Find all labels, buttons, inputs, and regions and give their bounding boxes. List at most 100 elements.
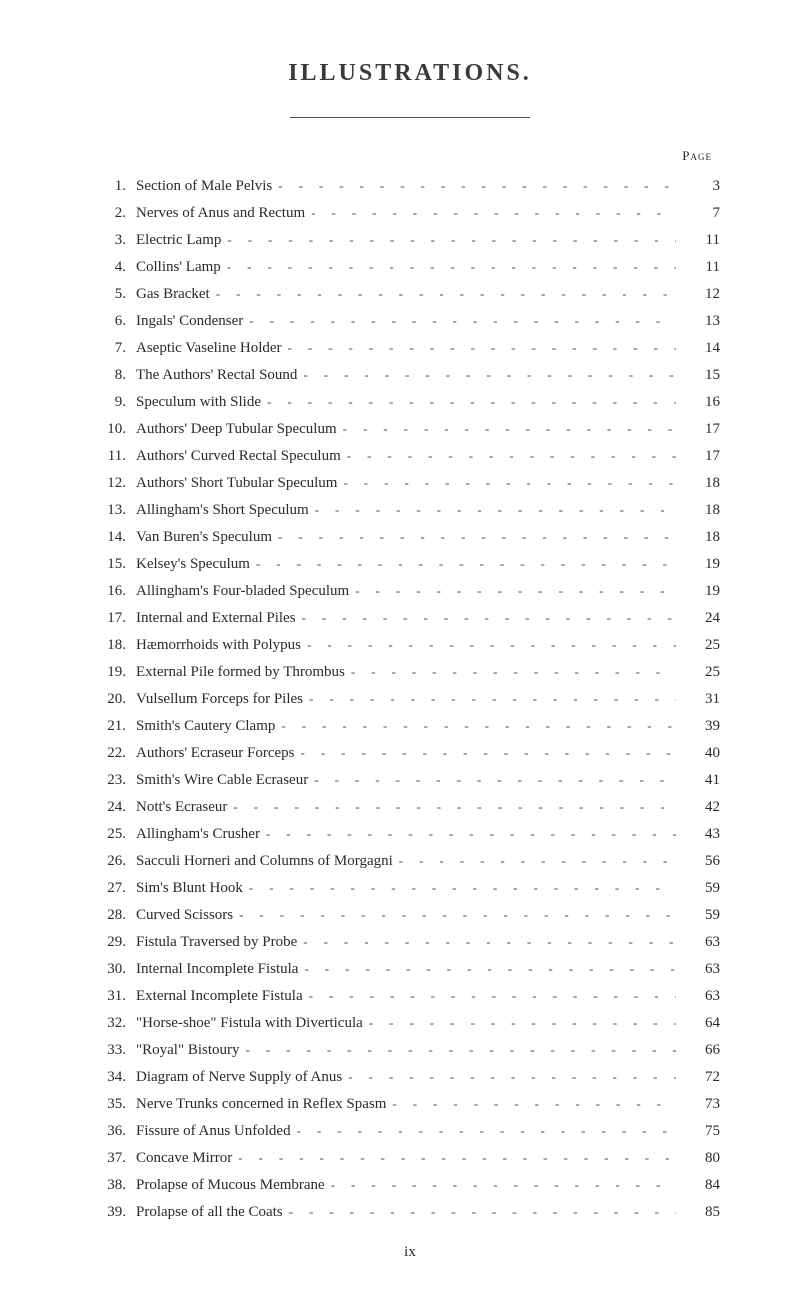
entry-text: Vulsellum Forceps for Piles: [136, 687, 309, 711]
entry-page: 19: [676, 552, 720, 576]
entry-number: 32.: [100, 1011, 136, 1035]
entry-text: Smith's Cautery Clamp: [136, 714, 281, 738]
entry-number: 16.: [100, 579, 136, 603]
entry-page: 24: [676, 606, 720, 630]
list-item: 22.Authors' Ecraseur Forceps------------…: [100, 741, 720, 765]
entry-number: 36.: [100, 1119, 136, 1143]
leader-dots: ----------------------------------------: [256, 554, 676, 575]
entry-text: Authors' Short Tubular Speculum: [136, 471, 343, 495]
entry-number: 39.: [100, 1200, 136, 1224]
entry-text: Concave Mirror: [136, 1146, 238, 1170]
entry-text: "Royal" Bistoury: [136, 1038, 246, 1062]
leader-dots: ----------------------------------------: [227, 230, 676, 251]
page-number: ix: [100, 1244, 720, 1261]
entry-number: 24.: [100, 795, 136, 819]
entry-page: 19: [676, 579, 720, 603]
list-item: 23.Smith's Wire Cable Ecraseur----------…: [100, 768, 720, 792]
entry-page: 63: [676, 930, 720, 954]
entry-number: 12.: [100, 471, 136, 495]
entry-text: Van Buren's Speculum: [136, 525, 278, 549]
list-item: 36.Fissure of Anus Unfolded-------------…: [100, 1119, 720, 1143]
entry-text: Sim's Blunt Hook: [136, 876, 249, 900]
list-item: 31.External Incomplete Fistula----------…: [100, 984, 720, 1008]
entry-text: Section of Male Pelvis: [136, 174, 278, 198]
entry-page: 59: [676, 903, 720, 927]
entry-number: 18.: [100, 633, 136, 657]
entry-page: 64: [676, 1011, 720, 1035]
entry-number: 3.: [100, 228, 136, 252]
entry-page: 25: [676, 633, 720, 657]
leader-dots: ----------------------------------------: [216, 284, 676, 305]
entry-number: 5.: [100, 282, 136, 306]
entry-text: Curved Scissors: [136, 903, 239, 927]
entry-number: 19.: [100, 660, 136, 684]
leader-dots: ----------------------------------------: [278, 176, 676, 197]
leader-dots: ----------------------------------------: [343, 473, 676, 494]
page-title: ILLUSTRATIONS.: [100, 60, 720, 87]
leader-dots: ----------------------------------------: [311, 203, 676, 224]
entry-page: 11: [676, 255, 720, 279]
entry-page: 63: [676, 957, 720, 981]
list-item: 6.Ingals' Condenser---------------------…: [100, 309, 720, 333]
entry-text: Aseptic Vaseline Holder: [136, 336, 288, 360]
leader-dots: ----------------------------------------: [314, 770, 676, 791]
leader-dots: ----------------------------------------: [246, 1040, 677, 1061]
entry-number: 34.: [100, 1065, 136, 1089]
leader-dots: ----------------------------------------: [392, 1094, 676, 1115]
leader-dots: ----------------------------------------: [267, 392, 676, 413]
leader-dots: ----------------------------------------: [303, 365, 676, 386]
entry-page: 41: [676, 768, 720, 792]
entry-page: 42: [676, 795, 720, 819]
entry-page: 75: [676, 1119, 720, 1143]
entry-page: 73: [676, 1092, 720, 1116]
leader-dots: ----------------------------------------: [303, 932, 676, 953]
leader-dots: ----------------------------------------: [238, 1148, 676, 1169]
entry-text: Authors' Curved Rectal Speculum: [136, 444, 347, 468]
entry-text: Nerve Trunks concerned in Reflex Spasm: [136, 1092, 392, 1116]
list-item: 38.Prolapse of Mucous Membrane----------…: [100, 1173, 720, 1197]
list-item: 26.Sacculi Horneri and Columns of Morgag…: [100, 849, 720, 873]
list-item: 2.Nerves of Anus and Rectum-------------…: [100, 201, 720, 225]
entry-number: 31.: [100, 984, 136, 1008]
entry-text: Fissure of Anus Unfolded: [136, 1119, 297, 1143]
entry-number: 4.: [100, 255, 136, 279]
list-item: 5.Gas Bracket---------------------------…: [100, 282, 720, 306]
entry-page: 72: [676, 1065, 720, 1089]
entry-text: Collins' Lamp: [136, 255, 227, 279]
leader-dots: ----------------------------------------: [355, 581, 676, 602]
entry-number: 35.: [100, 1092, 136, 1116]
entry-page: 63: [676, 984, 720, 1008]
leader-dots: ----------------------------------------: [297, 1121, 676, 1142]
entry-number: 14.: [100, 525, 136, 549]
list-item: 34.Diagram of Nerve Supply of Anus------…: [100, 1065, 720, 1089]
entry-text: Internal and External Piles: [136, 606, 302, 630]
entry-page: 16: [676, 390, 720, 414]
list-item: 32."Horse-shoe" Fistula with Diverticula…: [100, 1011, 720, 1035]
list-item: 27.Sim's Blunt Hook---------------------…: [100, 876, 720, 900]
entry-text: Authors' Deep Tubular Speculum: [136, 417, 343, 441]
entry-page: 15: [676, 363, 720, 387]
page-column-header: Page: [100, 148, 720, 164]
entry-page: 39: [676, 714, 720, 738]
entry-page: 56: [676, 849, 720, 873]
leader-dots: ----------------------------------------: [278, 527, 676, 548]
leader-dots: ----------------------------------------: [281, 716, 676, 737]
entry-text: Kelsey's Speculum: [136, 552, 256, 576]
entry-number: 9.: [100, 390, 136, 414]
list-item: 21.Smith's Cautery Clamp----------------…: [100, 714, 720, 738]
entry-text: External Incomplete Fistula: [136, 984, 309, 1008]
entry-text: The Authors' Rectal Sound: [136, 363, 303, 387]
entry-number: 6.: [100, 309, 136, 333]
entry-number: 8.: [100, 363, 136, 387]
entry-number: 7.: [100, 336, 136, 360]
leader-dots: ----------------------------------------: [288, 338, 676, 359]
entry-page: 59: [676, 876, 720, 900]
list-item: 24.Nott's Ecraseur----------------------…: [100, 795, 720, 819]
entry-number: 25.: [100, 822, 136, 846]
entry-number: 17.: [100, 606, 136, 630]
list-item: 35.Nerve Trunks concerned in Reflex Spas…: [100, 1092, 720, 1116]
entry-number: 26.: [100, 849, 136, 873]
list-item: 15.Kelsey's Speculum--------------------…: [100, 552, 720, 576]
leader-dots: ----------------------------------------: [227, 257, 676, 278]
list-item: 7.Aseptic Vaseline Holder---------------…: [100, 336, 720, 360]
